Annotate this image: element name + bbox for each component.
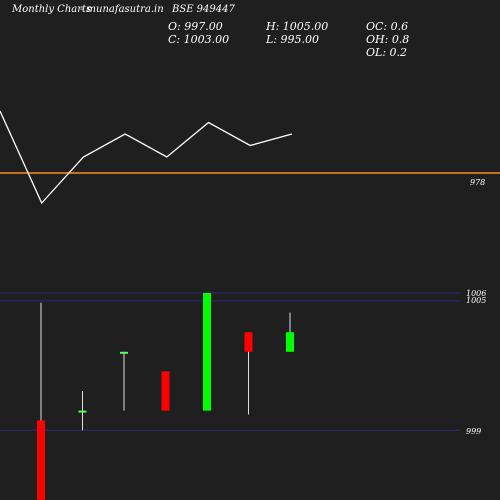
open-value: O: 997.00: [168, 20, 223, 33]
low-value: L: 995.00: [266, 33, 319, 46]
ol-value: OL: 0.2: [366, 46, 408, 59]
oc-value: OC: 0.6: [366, 20, 409, 33]
candle-6-body: [244, 332, 253, 352]
price-label-999: 999: [466, 427, 481, 436]
candle-3: [120, 351, 128, 411]
candle-4-body: [161, 371, 170, 411]
candle-5: [203, 293, 211, 411]
symbol-label: BSE 949447: [172, 4, 235, 15]
candle-2: [78, 391, 87, 431]
candle-2-body: [78, 410, 87, 413]
candle-4: [161, 371, 170, 411]
candle-1-body: [37, 420, 45, 500]
candle-3-body: [120, 351, 128, 354]
candle-7-body: [286, 332, 294, 352]
close-value: C: 1003.00: [168, 33, 230, 46]
chart-title: Monthly Charts: [12, 4, 92, 15]
price-label-1005: 1005: [466, 296, 486, 305]
oh-value: OH: 0.8: [366, 33, 410, 46]
high-value: H: 1005.00: [266, 20, 329, 33]
candles-group: [37, 293, 294, 500]
reference-line-label: 978: [470, 178, 485, 187]
candle-1: [37, 302, 45, 500]
candle-5-body: [203, 293, 211, 411]
price-line-series: [0, 110, 293, 205]
price-label-1006: 1006: [466, 289, 486, 298]
site-name: - munafasutra.in: [80, 4, 164, 15]
candle-7: [286, 312, 294, 352]
candle-6: [244, 332, 253, 415]
